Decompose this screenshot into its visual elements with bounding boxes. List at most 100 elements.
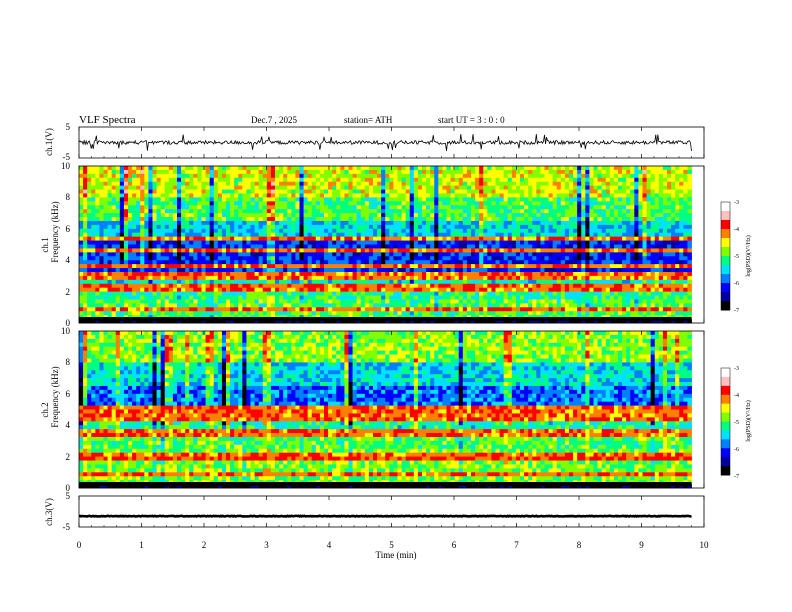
spectrogram-cell	[91, 283, 96, 289]
spectrogram-cell	[217, 185, 223, 190]
spectrogram-cell	[250, 220, 255, 226]
spectrogram-cell	[577, 256, 582, 261]
spectrogram-cell	[205, 232, 211, 238]
spectrogram-cell	[450, 260, 456, 265]
spectrogram-cell	[413, 248, 419, 253]
spectrogram-cell	[226, 236, 231, 241]
spectrogram-cell	[458, 193, 464, 198]
spectrogram-cell	[140, 217, 145, 222]
spectrogram-cell	[266, 224, 272, 230]
spectrogram-cell	[352, 244, 358, 249]
spectrogram-cell	[573, 166, 578, 171]
spectrogram-cell	[503, 201, 509, 206]
spectrogram-cell	[185, 311, 190, 316]
spectrogram-cell	[479, 240, 484, 245]
spectrogram-cell	[536, 295, 541, 300]
spectrogram-cell	[144, 287, 149, 293]
spectrogram-cell	[511, 213, 517, 218]
spectrogram-cell	[560, 213, 566, 218]
spectrogram-cell	[564, 197, 570, 202]
spectrogram-cell	[152, 279, 157, 285]
spectrogram-cell	[520, 228, 525, 234]
spectrogram-cell	[213, 177, 219, 183]
spectrogram-cell	[507, 303, 513, 308]
spectrogram-cell	[336, 236, 341, 241]
spectrogram-cell	[152, 311, 157, 316]
spectrogram-cell	[328, 185, 333, 190]
spectrogram-cell	[368, 173, 374, 179]
spectrogram-cell	[532, 217, 537, 222]
spectrogram-cell	[373, 228, 378, 234]
spectrogram-cell	[197, 287, 202, 293]
spectrogram-cell	[511, 205, 517, 210]
spectrogram-cell	[564, 189, 570, 194]
spectrogram-cell	[466, 275, 472, 281]
spectrogram-cell	[115, 213, 121, 218]
spectrogram-cell	[83, 299, 88, 304]
spectrogram-cell	[311, 173, 317, 179]
spectrogram-cell	[458, 201, 464, 206]
spectrogram-cell	[258, 173, 264, 179]
spectrogram-cell	[172, 303, 178, 308]
spectrogram-cell	[360, 236, 366, 241]
spectrogram-cell	[291, 307, 296, 312]
spectrogram-cell	[397, 256, 402, 261]
spectrogram-cell	[315, 252, 321, 257]
spectrogram-cell	[168, 189, 174, 194]
spectrogram-cell	[381, 299, 386, 304]
spectrogram-cell	[560, 303, 566, 308]
spectrogram-cell	[185, 252, 190, 257]
spectrogram-cell	[389, 268, 394, 273]
spectrogram-cell	[348, 287, 353, 293]
spectrogram-cell	[107, 283, 113, 289]
spectrogram-cell	[340, 213, 345, 218]
spectrogram-cell	[499, 185, 505, 190]
spectrogram-cell	[136, 166, 141, 171]
spectrogram-cell	[524, 181, 529, 187]
spectrogram-cell	[91, 279, 96, 285]
spectrogram-cell	[536, 169, 541, 175]
spectrogram-cell	[275, 307, 280, 312]
spectrogram-cell	[348, 169, 353, 175]
spectrogram-cell	[250, 232, 255, 238]
spectrogram-cell	[483, 173, 488, 179]
spectrogram-cell	[434, 307, 439, 312]
spectrogram-cell	[226, 275, 231, 281]
spectrogram-cell	[189, 252, 194, 257]
spectrogram-cell	[409, 213, 415, 218]
spectrogram-cell	[217, 217, 223, 222]
spectrogram-cell	[552, 197, 558, 202]
spectrogram-cell	[144, 271, 149, 277]
spectrogram-cell	[503, 256, 509, 261]
spectrogram-cell	[507, 248, 513, 253]
spectrogram-cell	[548, 166, 554, 171]
spectrogram-cell	[417, 240, 423, 245]
spectrogram-cell	[99, 177, 104, 183]
spectrogram-cell	[552, 291, 558, 296]
spectrogram-cell	[544, 232, 549, 238]
spectrogram-cell	[409, 311, 415, 316]
spectrogram-cell	[230, 252, 235, 257]
spectrogram-cell	[123, 268, 129, 273]
spectrogram-cell	[279, 232, 284, 238]
spectrogram-cell	[209, 177, 215, 183]
spectrogram-cell	[111, 236, 117, 241]
spectrogram-cell	[181, 244, 186, 249]
spectrogram-cell	[446, 291, 451, 296]
spectrogram-cell	[373, 291, 378, 296]
spectrogram-cell	[123, 252, 129, 257]
spectrogram-cell	[201, 189, 206, 194]
spectrogram-cell	[201, 217, 206, 222]
spectrogram-cell	[503, 220, 509, 226]
spectrogram-cell	[197, 217, 202, 222]
spectrogram-cell	[520, 205, 525, 210]
spectrogram-cell	[475, 264, 480, 269]
spectrogram-cell	[144, 256, 149, 261]
spectrogram-cell	[99, 295, 104, 300]
spectrogram-cell	[79, 271, 84, 277]
spectrogram-cell	[405, 224, 411, 230]
spectrogram-cell	[385, 228, 390, 234]
spectrogram-cell	[234, 295, 239, 300]
spectrogram-cell	[417, 169, 423, 175]
spectrogram-cell	[152, 220, 157, 226]
